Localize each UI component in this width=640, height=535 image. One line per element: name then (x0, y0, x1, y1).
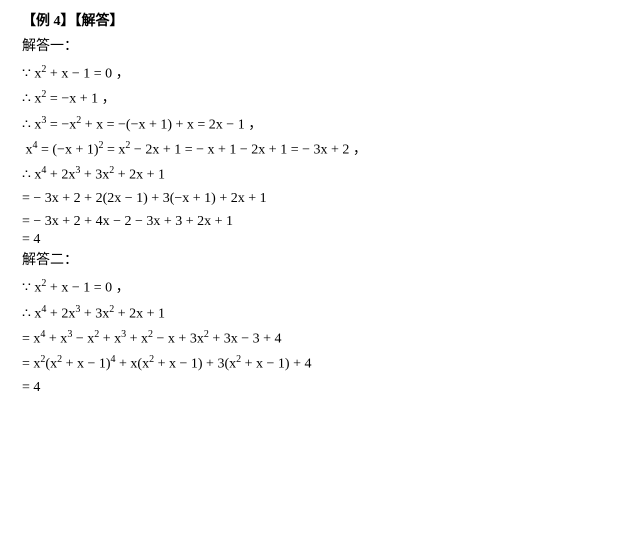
s1-line2: ∴ x2 = −x + 1 ， (22, 89, 618, 108)
text: + x = −(−x + 1) + x = 2x − 1 ， (81, 117, 262, 132)
text: = − 3x + 2 + 2(2x − 1) + 3(−x + 1) + 2x … (22, 191, 267, 206)
text: + 3x (80, 306, 109, 321)
text: (x (45, 357, 57, 372)
text: ∴ x (22, 306, 41, 321)
text: + x(x (116, 357, 150, 372)
text: x (22, 143, 33, 158)
text: = x (22, 332, 40, 347)
text: + x (99, 332, 121, 347)
example-heading: 【例 4】【解答】 (22, 14, 618, 31)
s2-line3: = x4 + x3 − x2 + x3 + x2 − x + 3x2 + 3x … (22, 329, 618, 348)
s1-line7: = − 3x + 2 + 4x − 2 − 3x + 3 + 2x + 1 (22, 214, 618, 231)
s2-line2: ∴ x4 + 2x3 + 3x2 + 2x + 1 (22, 304, 618, 323)
s2-line1: ∵ x2 + x − 1 = 0 ， (22, 278, 618, 297)
s2-line5: = 4 (22, 380, 618, 397)
text: = − 3x + 2 + 4x − 2 − 3x + 3 + 2x + 1 (22, 214, 233, 229)
s1-line6: = − 3x + 2 + 2(2x − 1) + 3(−x + 1) + 2x … (22, 191, 618, 208)
solution-2-label: 解答二： (22, 253, 618, 270)
text: + 3x − 3 + 4 (209, 332, 282, 347)
text: = 4 (22, 380, 40, 395)
text: = 4 (22, 232, 40, 247)
text: + x − 1 = 0 ， (46, 66, 129, 81)
text: + x (126, 332, 148, 347)
text: + x (45, 332, 67, 347)
text: + 3x (80, 168, 109, 183)
s1-line1: ∵ x2 + x − 1 = 0 ， (22, 64, 618, 83)
text: = −x (46, 117, 76, 132)
text: ∴ x (22, 92, 41, 107)
text: ∵ x (22, 66, 41, 81)
text: + x − 1) (62, 357, 110, 372)
text: = x (104, 143, 126, 158)
text: − x + 3x (153, 332, 204, 347)
text: = x (22, 357, 40, 372)
text: = (−x + 1) (38, 143, 99, 158)
text: + 2x + 1 (114, 168, 165, 183)
text: + x − 1 = 0 ， (46, 281, 129, 296)
s1-line3: ∴ x3 = −x2 + x = −(−x + 1) + x = 2x − 1 … (22, 115, 618, 134)
text: + 2x (46, 168, 75, 183)
solution-1-label: 解答一： (22, 39, 618, 56)
text: + 2x + 1 (114, 306, 165, 321)
s2-line4: = x2(x2 + x − 1)4 + x(x2 + x − 1) + 3(x2… (22, 354, 618, 373)
s1-line5: ∴ x4 + 2x3 + 3x2 + 2x + 1 (22, 165, 618, 184)
text: + 2x (46, 306, 75, 321)
text: ∵ x (22, 281, 41, 296)
text: = −x + 1 ， (46, 92, 115, 107)
document-page: 【例 4】【解答】 解答一： ∵ x2 + x − 1 = 0 ， ∴ x2 =… (0, 0, 640, 409)
s1-line8: = 4 (22, 232, 618, 249)
text: − 2x + 1 = − x + 1 − 2x + 1 = − 3x + 2 ， (130, 143, 366, 158)
text: + x − 1) + 3(x (154, 357, 236, 372)
text: + x − 1) + 4 (241, 357, 311, 372)
s1-line4: x4 = (−x + 1)2 = x2 − 2x + 1 = − x + 1 −… (22, 140, 618, 159)
text: ∴ x (22, 168, 41, 183)
text: ∴ x (22, 117, 41, 132)
text: − x (72, 332, 94, 347)
